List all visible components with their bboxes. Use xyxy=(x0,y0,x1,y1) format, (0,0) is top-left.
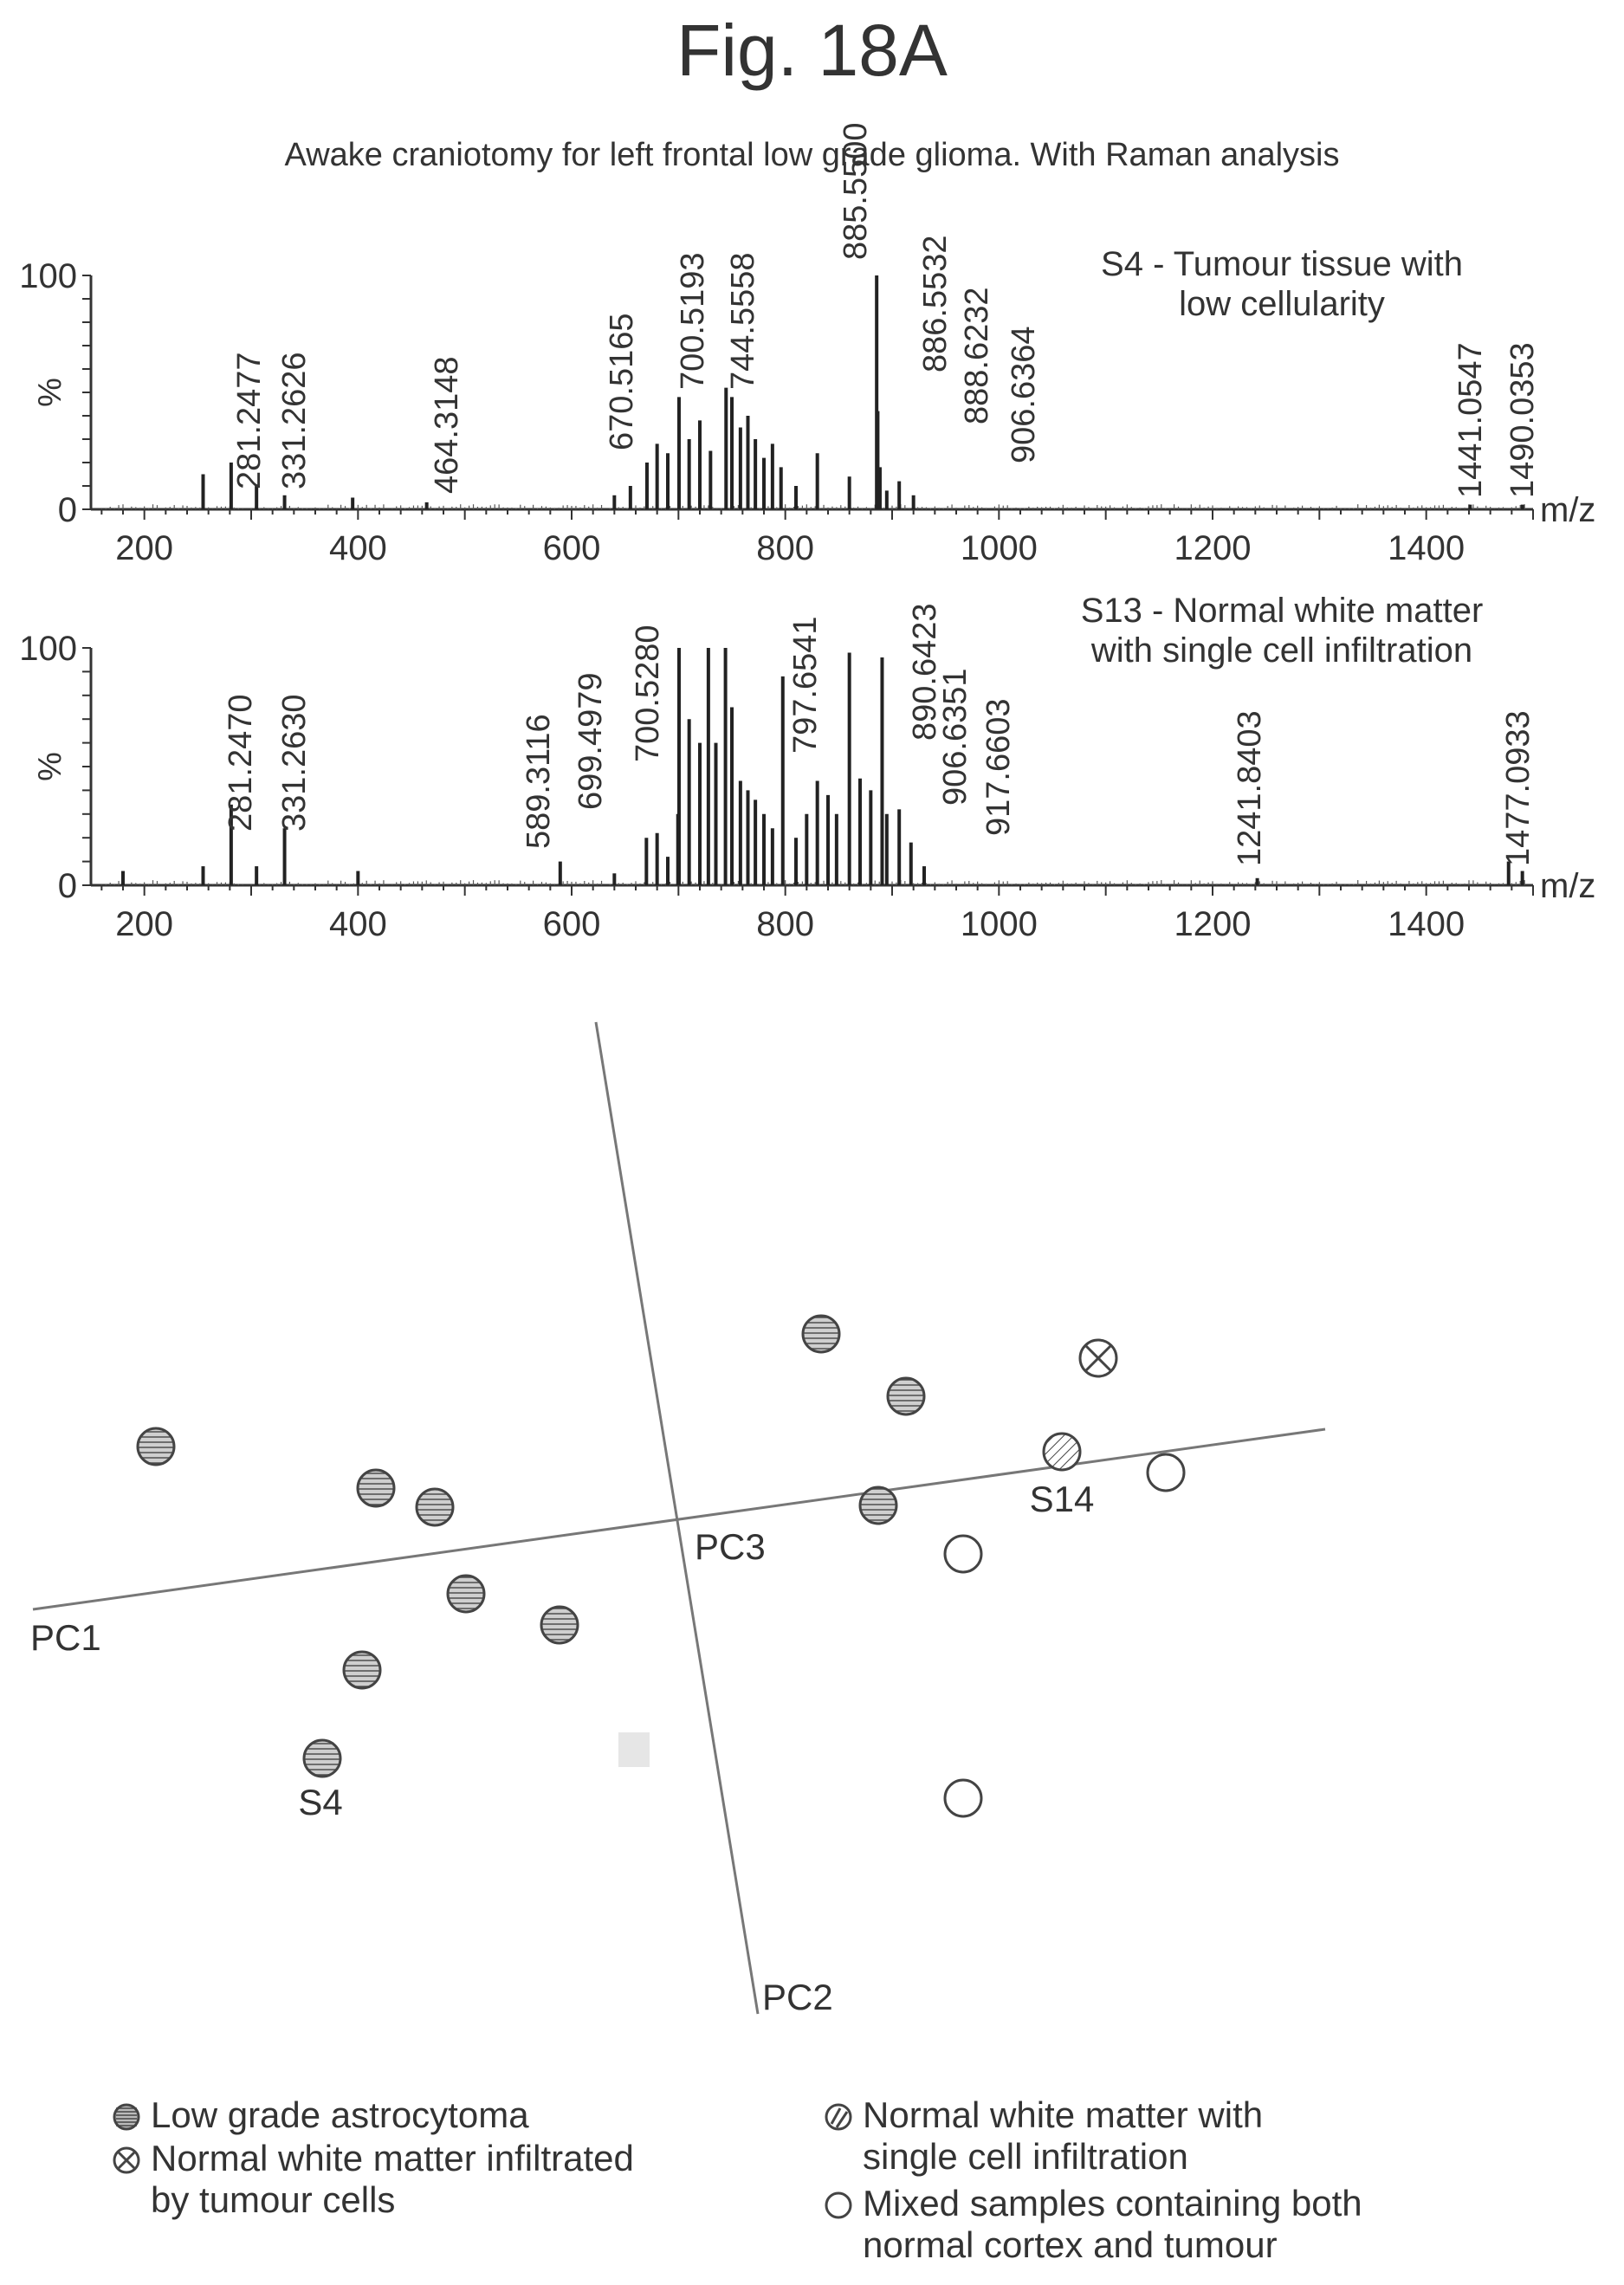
peak-label: 700.5193 xyxy=(675,253,711,391)
x-tick-label: 800 xyxy=(756,529,814,567)
legend-text: Low grade astrocytoma xyxy=(151,2094,529,2135)
pca-point xyxy=(858,1486,898,1525)
x-tick-label: 1000 xyxy=(961,529,1038,567)
pca-point xyxy=(415,1487,455,1527)
legend-text: normal cortex and tumour xyxy=(863,2224,1278,2265)
y-axis-label: % xyxy=(32,378,68,407)
peak-label: 906.6364 xyxy=(1006,327,1042,464)
legend-item-mixed-samples: Mixed samples containing both normal cort… xyxy=(823,2183,1362,2266)
pca-point xyxy=(886,1376,926,1416)
peak-label: 699.4979 xyxy=(573,673,609,811)
peak-label: 917.6603 xyxy=(980,699,1017,837)
pca-point xyxy=(540,1605,579,1645)
peak-label: 464.3148 xyxy=(429,357,465,495)
peak-label: 1241.8403 xyxy=(1232,710,1268,866)
pca-point xyxy=(943,1534,983,1574)
legend-symbol xyxy=(825,2103,852,2131)
pca-point xyxy=(943,1778,983,1818)
legend-text: single cell infiltration xyxy=(863,2136,1188,2177)
pca-point xyxy=(801,1314,841,1354)
sample-label: S13 - Normal white matter xyxy=(1081,592,1484,630)
x-tick-label: 1400 xyxy=(1388,905,1465,943)
x-tick-label: 1400 xyxy=(1388,529,1465,567)
legend-text: Normal white matter with xyxy=(863,2094,1264,2135)
x-axis-label: m/z xyxy=(1540,867,1595,905)
y-tick-label: 100 xyxy=(19,630,77,668)
peak-label: 331.2626 xyxy=(276,353,313,490)
peak-label: 1477.0933 xyxy=(1500,710,1537,866)
peak-label: 1490.0353 xyxy=(1504,342,1541,498)
legend-symbol xyxy=(113,2146,140,2174)
spectrum-s13-panel: 200 400 600 800 1000 1200 1400 0 100% m/z 281.2470… xyxy=(19,592,1595,943)
legend-item-low-grade-astrocytoma: Low grade astrocytoma xyxy=(111,2094,529,2136)
peak-label: 797.6541 xyxy=(787,617,824,754)
pca-point-label: S14 xyxy=(1030,1479,1095,1519)
pca-point xyxy=(342,1650,382,1690)
peak-label: 281.2477 xyxy=(231,353,268,490)
peak-label: 589.3116 xyxy=(521,714,557,849)
sample-label: with single cell infiltration xyxy=(1090,631,1472,670)
x-tick-label: 1000 xyxy=(961,905,1038,943)
y-axis-label: % xyxy=(32,752,68,781)
peak-label: 700.5280 xyxy=(630,625,666,763)
peak-label: 890.6423 xyxy=(907,604,943,741)
legend-text: Normal white matter infiltrated xyxy=(151,2138,634,2178)
x-tick-label: 200 xyxy=(115,529,173,567)
peak-label: 906.6351 xyxy=(937,669,974,806)
legend-item-normal-white-matter-single-cell: Normal white matter with single cell infi… xyxy=(823,2094,1263,2178)
pca-point xyxy=(302,1738,342,1778)
legend-symbol xyxy=(825,2191,852,2219)
y-tick-label: 100 xyxy=(19,257,77,295)
pca-point xyxy=(136,1427,176,1466)
x-tick-label: 600 xyxy=(543,529,601,567)
peak-label: 744.5558 xyxy=(725,253,761,391)
y-tick-label: 0 xyxy=(58,867,77,905)
pc2-axis-line xyxy=(594,1021,760,2015)
legend-text: Mixed samples containing both xyxy=(863,2183,1362,2224)
pca-point-cross xyxy=(1084,1344,1112,1372)
peak-label: 885.5500 xyxy=(838,123,874,261)
legend-symbol xyxy=(113,2103,140,2131)
legend-text: by tumour cells xyxy=(151,2179,396,2220)
peak-label: 281.2470 xyxy=(223,695,259,832)
pc1-axis-line xyxy=(32,1427,1326,1611)
axis-label-pc1: PC1 xyxy=(30,1617,101,1658)
pca-point xyxy=(446,1574,486,1614)
x-axis-label: m/z xyxy=(1540,491,1595,529)
pca-point xyxy=(356,1468,396,1508)
x-tick-label: 400 xyxy=(329,905,387,943)
x-tick-label: 200 xyxy=(115,905,173,943)
pca-point xyxy=(1146,1453,1186,1492)
x-tick-label: 1200 xyxy=(1174,905,1252,943)
peak-label: 886.5532 xyxy=(917,236,954,373)
figure-subtitle: Awake craniotomy for left frontal low gr… xyxy=(284,137,1340,173)
pca-point xyxy=(1042,1432,1082,1472)
spectrum-s4-panel: 200 400 600 800 1000 1200 1400 0 100% m/z 281.2477… xyxy=(19,123,1595,568)
x-tick-label: 1200 xyxy=(1174,529,1252,567)
axis-label-pc2: PC2 xyxy=(762,1977,833,2017)
x-tick-label: 400 xyxy=(329,529,387,567)
peak-label: 331.2630 xyxy=(276,695,313,832)
y-tick-label: 0 xyxy=(58,491,77,529)
pca-plot: PC1 PC2 PC3 S4 S14 xyxy=(30,1021,1326,2017)
sample-label: S4 - Tumour tissue with xyxy=(1101,245,1463,283)
peak-label: 670.5165 xyxy=(604,314,640,451)
axis-label-pc3: PC3 xyxy=(695,1526,766,1567)
legend-item-normal-white-matter-infiltrated: Normal white matter infiltrated by tumour… xyxy=(111,2138,634,2221)
peak-label: 888.6232 xyxy=(959,288,995,425)
x-tick-label: 600 xyxy=(543,905,601,943)
sample-label: low cellularity xyxy=(1179,285,1385,323)
peak-label: 1441.0547 xyxy=(1453,342,1489,498)
x-tick-label: 800 xyxy=(756,905,814,943)
pc3-shadow xyxy=(618,1732,650,1767)
pca-point-label: S4 xyxy=(298,1782,342,1822)
figure-title: Fig. 18A xyxy=(676,10,948,91)
